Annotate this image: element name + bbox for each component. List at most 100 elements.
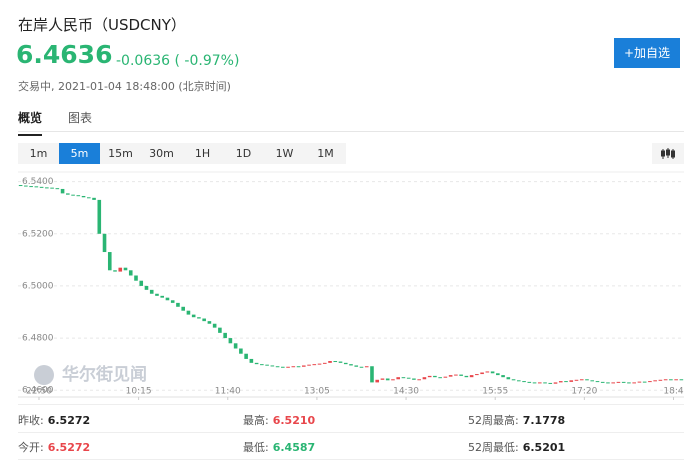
interval-button[interactable]: 1M [317,147,334,160]
price: 6.4636 [16,40,113,69]
candle-body [663,379,668,381]
x-tick-label: 14:30 [393,387,419,397]
candle-body [454,374,458,376]
candle-body [621,381,626,383]
stat: 52周最高: 7.1778 [468,412,565,428]
candle-body [207,321,212,324]
add-watchlist-button[interactable]: +加自选 [614,38,680,68]
candle-body [86,197,91,199]
candle-body [322,362,327,364]
tab[interactable]: 图表 [68,111,93,125]
candle-body [522,381,526,383]
time: 2021-01-04 18:48:00 [58,80,175,93]
x-tick-label: 13:05 [304,387,330,397]
x-tick-label: 10:15 [126,387,152,397]
candle-body [260,364,264,366]
candle-body [627,382,631,384]
candle-body [558,381,563,383]
candle-body [548,382,553,384]
candle-body [464,375,469,378]
stats-row: 今开: 6.5272 最低: 6.4587 52周最低: 6.5201 [18,432,684,460]
x-tick-label: 18:4 [663,387,683,397]
candle-body [155,293,159,296]
candle-body [181,306,185,311]
stat-label: 昨收: [18,414,44,427]
candle-body [218,327,222,333]
watermark-logo [34,365,54,385]
candle-body [66,193,70,195]
tab[interactable]: 概览 [18,109,43,136]
stat: 昨收: 6.5272 [18,412,90,428]
candle-body [527,381,532,383]
x-tick-label: 11:40 [215,387,241,397]
x-tick-label: 22:50 [26,387,52,397]
candle-body [233,343,238,349]
stat-value: 7.1778 [522,414,566,427]
candle-body [475,374,479,376]
candle-body [113,270,117,272]
timezone: (北京时间) [178,80,231,93]
candle-body [517,380,521,382]
chart-type-button[interactable] [652,143,684,164]
candle-body [532,382,537,384]
candle-body [642,381,647,383]
candle-body [239,348,243,354]
y-tick-label: 6.4600 [22,386,54,396]
candle-body [254,362,259,365]
candle-body [29,186,33,188]
candle-body [496,373,500,376]
candle-body [343,362,348,365]
status: 交易中 [18,80,51,93]
stat-value: 6.5201 [522,441,566,454]
candle-body [501,375,505,378]
candle-body [485,371,490,373]
candle-body [611,382,616,384]
interval-buttons: 1m 5m 15m 30m 1H 1D 1W 1M [18,143,346,164]
candle-body [595,381,600,383]
interval-button[interactable]: 15m [108,147,133,160]
interval-button[interactable]: 1D [235,147,252,160]
y-tick-label: 6.5400 [22,177,54,187]
tabs: 概览 图表 [18,109,118,136]
candle-body [459,374,463,376]
candle-body [307,364,311,366]
candle-body [543,382,547,384]
title: 在岸人民币（USDCNY） [18,16,186,34]
candle-body [275,366,280,368]
interval-button[interactable]: 1H [194,147,211,160]
candle-body [349,364,353,366]
candle-body [469,375,474,378]
candle-body [606,382,610,384]
interval-button[interactable]: 5m [59,143,100,164]
stat: 最低: 6.4587 [243,439,315,455]
candle-body [396,377,400,380]
candle-body [406,377,411,379]
candle-body [165,297,170,301]
interval-button[interactable]: 1m [29,147,48,160]
candle-body [354,365,359,367]
stat-value: 6.5210 [272,414,316,427]
candle-body [39,186,44,188]
candle-body [385,378,390,381]
interval-button[interactable]: 30m [149,147,174,160]
candle-body [569,380,574,382]
candle-body [679,379,684,381]
candle-body [480,372,484,375]
candle-body [422,377,427,380]
candle-body [170,300,175,303]
candle-body [197,317,201,319]
candle-body [76,195,81,197]
candle-body [391,379,395,381]
candle-body [669,379,673,381]
candle-body [212,323,217,328]
candle-body [139,280,144,286]
stat-label: 52周最高: [468,414,519,427]
tab-divider [18,131,684,132]
candle-body [438,377,442,379]
change-value: -0.0636 [116,53,171,69]
status-line: 交易中, 2021-01-04 18:48:00 (北京时间) [18,80,231,93]
candle-body [118,267,123,272]
candle-body [18,185,23,187]
interval-button[interactable]: 1W [275,147,294,160]
stat-label: 最高: [243,414,269,427]
